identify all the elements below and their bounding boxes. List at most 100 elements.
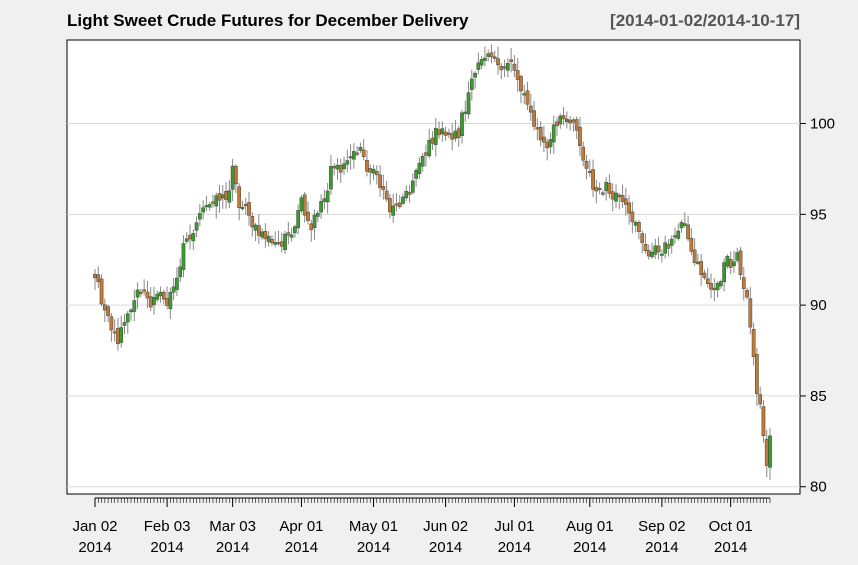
candle-down xyxy=(397,202,402,207)
candle-up xyxy=(184,238,189,242)
candle-up xyxy=(469,78,474,90)
candle-down xyxy=(139,291,143,294)
candle-up xyxy=(315,212,320,217)
candle-down xyxy=(705,278,710,284)
candle-up xyxy=(551,124,556,143)
candle-up xyxy=(342,163,346,170)
candle-down xyxy=(188,234,192,240)
candle-up xyxy=(466,92,471,115)
candle-down xyxy=(165,298,169,306)
candle-up xyxy=(614,192,618,202)
candle-up xyxy=(345,160,350,165)
candle-up xyxy=(476,62,481,70)
candle-down xyxy=(532,110,536,127)
y-tick-label: 100 xyxy=(810,116,835,133)
x-tick-year: 2014 xyxy=(498,539,531,556)
candle-down xyxy=(106,306,110,317)
candle-down xyxy=(443,131,448,136)
candle-down xyxy=(496,58,500,66)
candle-up xyxy=(283,233,287,251)
candle-down xyxy=(525,90,530,105)
candle-up xyxy=(348,156,353,159)
candle-up xyxy=(460,112,464,136)
candle-down xyxy=(581,146,586,161)
x-tick-year: 2014 xyxy=(357,539,390,556)
candle-down xyxy=(748,298,753,328)
candle-down xyxy=(712,287,717,291)
candle-down xyxy=(561,115,566,120)
candle-up xyxy=(696,261,700,264)
candle-down xyxy=(309,223,314,231)
candle-up xyxy=(417,162,422,174)
candle-down xyxy=(545,141,550,149)
candle-down xyxy=(286,232,291,236)
candle-down xyxy=(512,63,517,71)
x-tick-year: 2014 xyxy=(150,539,183,556)
candle-down xyxy=(755,354,759,395)
candle-up xyxy=(401,196,405,204)
candle-down xyxy=(374,171,379,176)
candle-down xyxy=(597,187,602,191)
candle-down xyxy=(542,136,546,143)
candle-down xyxy=(96,274,101,283)
candle-down xyxy=(378,174,382,189)
candle-down xyxy=(381,186,386,190)
candle-down xyxy=(519,76,523,92)
candle-down xyxy=(306,211,310,221)
grid-lines xyxy=(67,123,800,488)
candle-down xyxy=(643,244,648,251)
candle-up xyxy=(253,224,258,231)
x-tick-label: Aug 01 xyxy=(566,518,614,535)
candle-up xyxy=(329,166,333,190)
candle-up xyxy=(175,277,179,290)
candle-down xyxy=(430,137,435,144)
candle-up xyxy=(404,190,409,199)
candle-down xyxy=(738,250,743,275)
candle-down xyxy=(256,225,261,236)
candle-up xyxy=(722,262,726,282)
candle-up xyxy=(125,313,130,323)
candle-down xyxy=(764,438,769,466)
candle-down xyxy=(338,164,343,173)
candle-down xyxy=(656,245,661,253)
axes: 80 85 90 95 100 Jan 02 2014 Feb 03 2014 Mar 03 201… xyxy=(72,116,835,556)
candle-up xyxy=(122,322,127,326)
candle-up xyxy=(673,235,677,238)
candle-up xyxy=(240,207,245,210)
candle-up xyxy=(201,207,205,213)
candle-up xyxy=(715,282,720,291)
candle-up xyxy=(735,252,740,261)
x-tick-year: 2014 xyxy=(285,539,318,556)
candle-down xyxy=(515,70,520,80)
candle-up xyxy=(371,168,376,174)
candle-down xyxy=(99,278,104,305)
candle-down xyxy=(142,289,147,292)
candle-up xyxy=(604,181,609,192)
candle-up xyxy=(178,266,183,278)
candle-down xyxy=(620,195,625,202)
plot-area xyxy=(66,39,801,495)
candle-up xyxy=(453,130,458,139)
candle-down xyxy=(148,296,153,308)
candle-down xyxy=(116,328,120,345)
candle-up xyxy=(171,286,176,293)
x-tick-year: 2014 xyxy=(216,539,249,556)
candle-up xyxy=(506,62,510,71)
candle-up xyxy=(129,309,133,313)
candle-up xyxy=(768,435,772,468)
candle-down xyxy=(535,127,540,130)
candle-down xyxy=(630,211,635,223)
candle-down xyxy=(407,191,412,195)
candle-up xyxy=(427,139,432,157)
x-tick-year: 2014 xyxy=(78,539,111,556)
candle-down xyxy=(109,316,114,331)
candle-down xyxy=(646,250,651,257)
candle-down xyxy=(689,238,694,252)
candle-down xyxy=(528,105,533,113)
candle-down xyxy=(761,406,766,437)
candle-up xyxy=(322,198,327,202)
candle-down xyxy=(728,259,733,268)
candle-up xyxy=(181,243,186,270)
candle-down xyxy=(666,244,671,249)
